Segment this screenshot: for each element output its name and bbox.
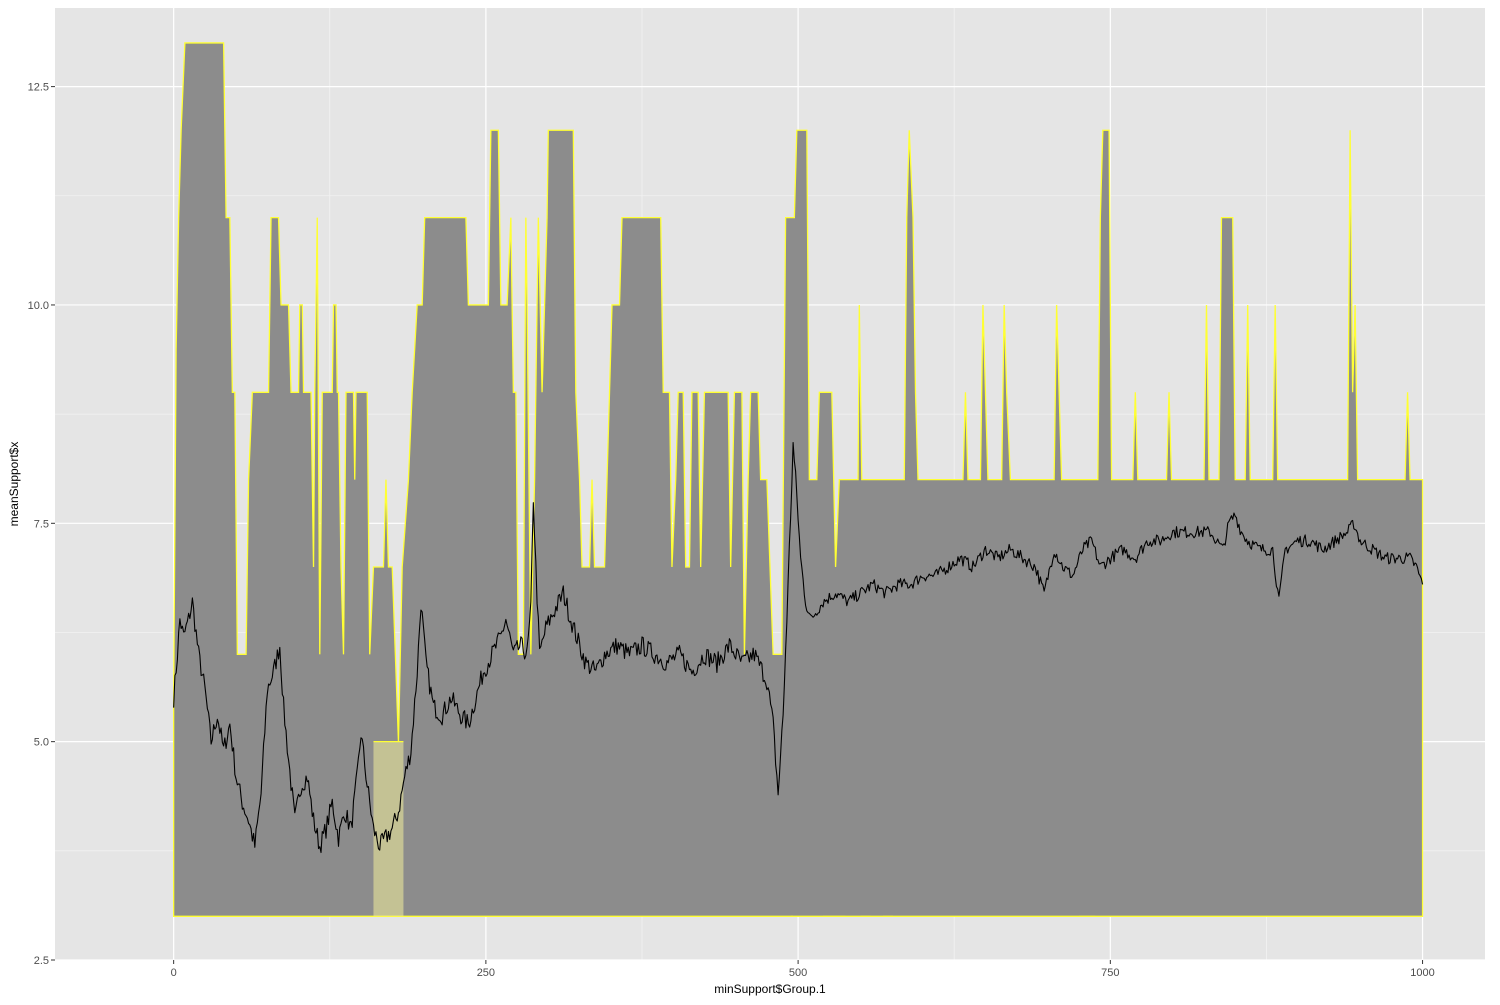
x-tick-label-4: 1000	[1410, 967, 1434, 979]
ribbon-layer	[172, 42, 1424, 917]
y-axis-title: meanSupport$x	[7, 442, 21, 527]
y-tick-label-0: 2.5	[34, 955, 49, 967]
y-tick-label-4: 12.5	[28, 82, 49, 94]
mean-line-layer	[173, 441, 1424, 854]
x-axis: 0 250 500 750 1000	[171, 960, 1435, 979]
ribbon-drop-0	[373, 741, 404, 917]
y-tick-label-2: 7.5	[34, 518, 49, 530]
x-tick-label-2: 500	[789, 967, 807, 979]
x-tick-label-3: 750	[1101, 967, 1119, 979]
x-axis-title: minSupport$Group.1	[714, 982, 826, 996]
ribbon-area	[172, 42, 1424, 917]
x-tick-label-1: 250	[477, 967, 495, 979]
x-tick-label-0: 0	[171, 967, 177, 979]
y-tick-label-1: 5.0	[34, 737, 49, 749]
mean-line	[173, 441, 1424, 854]
y-tick-label-3: 10.0	[28, 300, 49, 312]
y-axis: 2.5 5.0 7.5 10.0 12.5	[28, 82, 55, 967]
